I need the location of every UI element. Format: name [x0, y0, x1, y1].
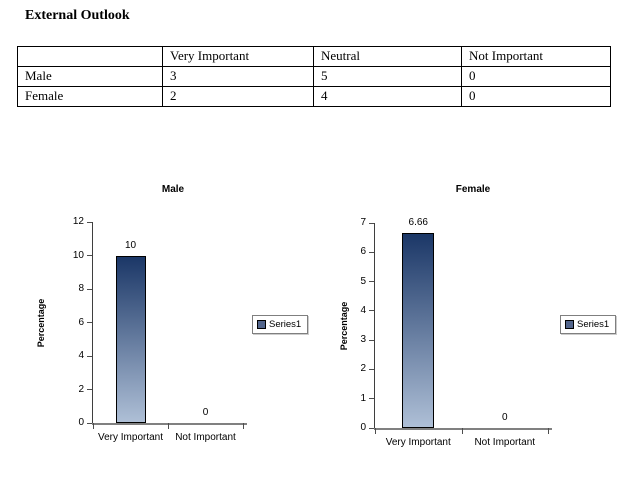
y-tick-label: 12 [72, 216, 84, 227]
y-tick-label: 10 [72, 249, 84, 261]
table-header-cell: Not Important [461, 46, 611, 67]
legend-label: Series1 [269, 319, 302, 330]
series-marker-icon [257, 320, 266, 329]
bar-1 [402, 232, 435, 428]
table-cell: 0 [461, 86, 611, 107]
table-header-row: Very Important Neutral Not Important [17, 46, 611, 67]
y-tick-label: 4 [78, 350, 84, 361]
data-table: Very Important Neutral Not Important Mal… [17, 46, 611, 107]
table-cell: 3 [162, 66, 314, 87]
y-axis-line [373, 223, 375, 429]
data-label: 0 [202, 407, 209, 418]
category-label: Not Important [474, 437, 536, 448]
x-tick [375, 428, 376, 434]
y-tick [87, 355, 92, 357]
y-tick-label: 2 [360, 363, 366, 375]
y-tick [369, 281, 374, 283]
legend: Series1 [252, 315, 309, 334]
y-tick [369, 427, 374, 429]
y-tick [369, 222, 374, 224]
data-label: 0 [501, 412, 508, 423]
y-tick [369, 339, 374, 341]
y-tick [87, 255, 92, 256]
x-tick [548, 428, 549, 434]
table-cell: 4 [313, 86, 462, 107]
y-tick [87, 322, 92, 323]
female-bar-chart: Female Percentage Series1 0 1 2 3 4 5 6 7 6.66 Ve… [330, 175, 631, 475]
data-label: 6.66 [408, 216, 428, 228]
category-label: Very Important [385, 437, 451, 448]
row-label-cell: Female [17, 86, 163, 107]
x-tick [93, 423, 94, 429]
chart-title: Female [455, 184, 491, 195]
y-tick [369, 398, 374, 400]
y-tick [369, 368, 374, 370]
bar-1 [115, 255, 146, 423]
y-tick [369, 251, 374, 253]
y-tick-label: 5 [360, 275, 366, 287]
y-tick-label: 8 [78, 283, 84, 294]
table-header-cell: Neutral [313, 46, 462, 67]
x-tick [461, 428, 463, 434]
table-row: Female 2 4 0 [17, 86, 611, 107]
y-tick-label: 2 [78, 383, 84, 395]
y-tick-label: 4 [360, 304, 366, 316]
chart-title: Male [161, 184, 185, 195]
page-title: External Outlook [25, 8, 130, 23]
table-cell: 2 [162, 86, 314, 107]
y-tick-label: 6 [78, 316, 84, 328]
y-tick [87, 422, 92, 424]
y-tick-label: 0 [78, 417, 84, 428]
legend: Series1 [560, 315, 617, 334]
series-marker-icon [565, 320, 574, 329]
y-axis-line [91, 222, 93, 424]
table-cell: 5 [313, 66, 462, 87]
x-axis-line [91, 423, 247, 425]
male-bar-chart: Male Percentage Series1 0 2 4 6 8 10 12 10 Very … [25, 175, 330, 475]
data-label: 10 [124, 239, 137, 251]
x-tick [168, 423, 169, 429]
x-tick [243, 423, 244, 429]
row-label-cell: Male [17, 66, 163, 87]
y-tick-label: 0 [360, 422, 366, 433]
y-tick-label: 7 [360, 217, 366, 228]
legend-label: Series1 [577, 319, 610, 330]
table-cell: 0 [461, 66, 611, 87]
table-row: Male 3 5 0 [17, 66, 611, 87]
category-label: Very Important [97, 432, 164, 443]
y-tick-label: 3 [360, 334, 366, 346]
y-tick [87, 221, 92, 223]
category-label: Not Important [175, 432, 236, 443]
x-axis-line [373, 428, 552, 430]
y-tick-label: 1 [360, 392, 366, 404]
y-axis-label: Percentage [36, 298, 46, 347]
y-tick [369, 310, 374, 312]
y-tick [87, 389, 92, 390]
y-tick-label: 6 [360, 246, 366, 258]
table-header-cell: Very Important [162, 46, 314, 67]
table-header-cell [17, 46, 163, 67]
y-tick [87, 288, 92, 290]
